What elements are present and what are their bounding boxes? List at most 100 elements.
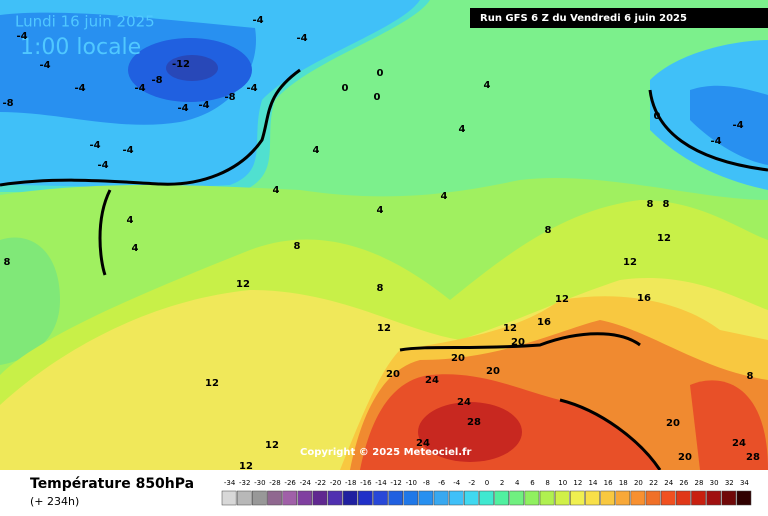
- legend-swatch: [479, 490, 494, 506]
- legend-label: -20: [330, 479, 341, 487]
- legend-swatch: [691, 490, 706, 506]
- contour-label: 20: [511, 337, 525, 348]
- legend-label: 18: [619, 479, 628, 487]
- contour-label: 20: [666, 418, 680, 429]
- legend-label: 16: [604, 479, 613, 487]
- contour-label: 4: [132, 243, 139, 254]
- legend-swatch: [342, 490, 358, 506]
- contour-label: 4: [441, 191, 448, 202]
- legend-label: -14: [375, 479, 387, 487]
- legend-swatch: [282, 490, 297, 506]
- contour-label: 0: [377, 68, 384, 79]
- legend-label: -30: [254, 479, 265, 487]
- contour-label: 28: [467, 417, 481, 428]
- legend-swatch: [494, 490, 509, 506]
- contour-label: -4: [16, 31, 27, 42]
- contour-label: -8: [224, 92, 235, 103]
- legend-swatch: [676, 490, 691, 506]
- contour-label: -4: [89, 140, 100, 151]
- contour-label: 12: [236, 279, 250, 290]
- contour-label: -4: [74, 83, 85, 94]
- legend-label: 8: [545, 479, 549, 487]
- legend-label: -16: [360, 479, 372, 487]
- contour-label: 4: [313, 145, 320, 156]
- footer-title: Température 850hPa: [30, 476, 194, 492]
- legend-label: -26: [284, 479, 296, 487]
- contour-line: [399, 332, 662, 471]
- contour-label: 12: [555, 294, 569, 305]
- contour-label: 12: [657, 233, 671, 244]
- contour-label: 12: [265, 440, 279, 451]
- legend-swatch: [615, 490, 631, 506]
- legend-label: -24: [300, 479, 312, 487]
- legend-swatch: [464, 490, 479, 506]
- legend-swatch: [312, 490, 328, 506]
- legend-swatch: [358, 490, 373, 506]
- legend-label: 4: [515, 479, 520, 487]
- contour-label: 8: [377, 283, 384, 294]
- legend-swatch: [252, 490, 267, 506]
- legend-label: 12: [573, 479, 582, 487]
- run-info: Run GFS 6 Z du Vendredi 6 juin 2025: [480, 13, 687, 24]
- contour-label: 20: [386, 369, 400, 380]
- legend-swatch: [236, 490, 252, 506]
- contour-label: -4: [122, 145, 133, 156]
- zone: [418, 402, 522, 462]
- legend-label: -32: [239, 479, 250, 487]
- legend-swatch: [403, 490, 419, 506]
- legend-label: 2: [500, 479, 504, 487]
- legend-label: 32: [725, 479, 734, 487]
- run-box: [470, 8, 768, 28]
- legend-swatch: [267, 490, 282, 506]
- contour-label: -4: [246, 83, 257, 94]
- legend-label: 6: [530, 479, 535, 487]
- legend-label: -4: [453, 479, 461, 487]
- legend-swatch: [297, 490, 313, 506]
- legend-label: 34: [740, 479, 749, 487]
- contour-label: 0: [342, 83, 349, 94]
- contour-label: -12: [172, 59, 190, 70]
- legend-swatch: [630, 490, 646, 506]
- copyright: Copyright © 2025 Meteociel.fr: [300, 447, 471, 458]
- contour-label: 8: [747, 371, 754, 382]
- legend-label: 26: [679, 479, 688, 487]
- legend-swatch: [645, 490, 661, 506]
- contour-label: 20: [486, 366, 500, 377]
- contour-label: 24: [457, 397, 471, 408]
- contour-label: -4: [97, 160, 108, 171]
- contour-label: 28: [746, 452, 760, 463]
- contour-label: -4: [39, 60, 50, 71]
- contour-label: -4: [296, 33, 307, 44]
- legend-swatch: [660, 490, 676, 506]
- legend-swatch: [524, 490, 540, 506]
- contour-label: 12: [205, 378, 219, 389]
- legend-swatch: [433, 490, 449, 506]
- contour-label: -4: [732, 120, 743, 131]
- zone: [166, 55, 218, 81]
- legend-swatch: [539, 490, 555, 506]
- legend-swatch: [585, 490, 600, 506]
- legend-swatch: [221, 490, 237, 506]
- legend-label: 24: [664, 479, 673, 487]
- legend-swatch: [706, 490, 721, 506]
- zone: [690, 85, 768, 165]
- legend-swatch: [736, 490, 752, 506]
- legend-label: 10: [558, 479, 567, 487]
- contour-label: 24: [732, 438, 746, 449]
- contour-line: [648, 89, 768, 172]
- contour-label: 8: [545, 225, 552, 236]
- contour-label: -8: [2, 98, 13, 109]
- legend-label: 14: [589, 479, 598, 487]
- contour-line: [0, 68, 301, 187]
- contour-label: 24: [425, 375, 439, 386]
- legend-label: -28: [269, 479, 280, 487]
- contour-label: 4: [484, 80, 491, 91]
- contour-label: 8: [4, 257, 11, 268]
- zone: [690, 380, 768, 470]
- forecast-date: Lundi 16 juin 2025: [15, 13, 155, 31]
- contour-label: -4: [134, 83, 145, 94]
- contour-label: 0: [374, 92, 381, 103]
- legend-swatch: [721, 490, 737, 506]
